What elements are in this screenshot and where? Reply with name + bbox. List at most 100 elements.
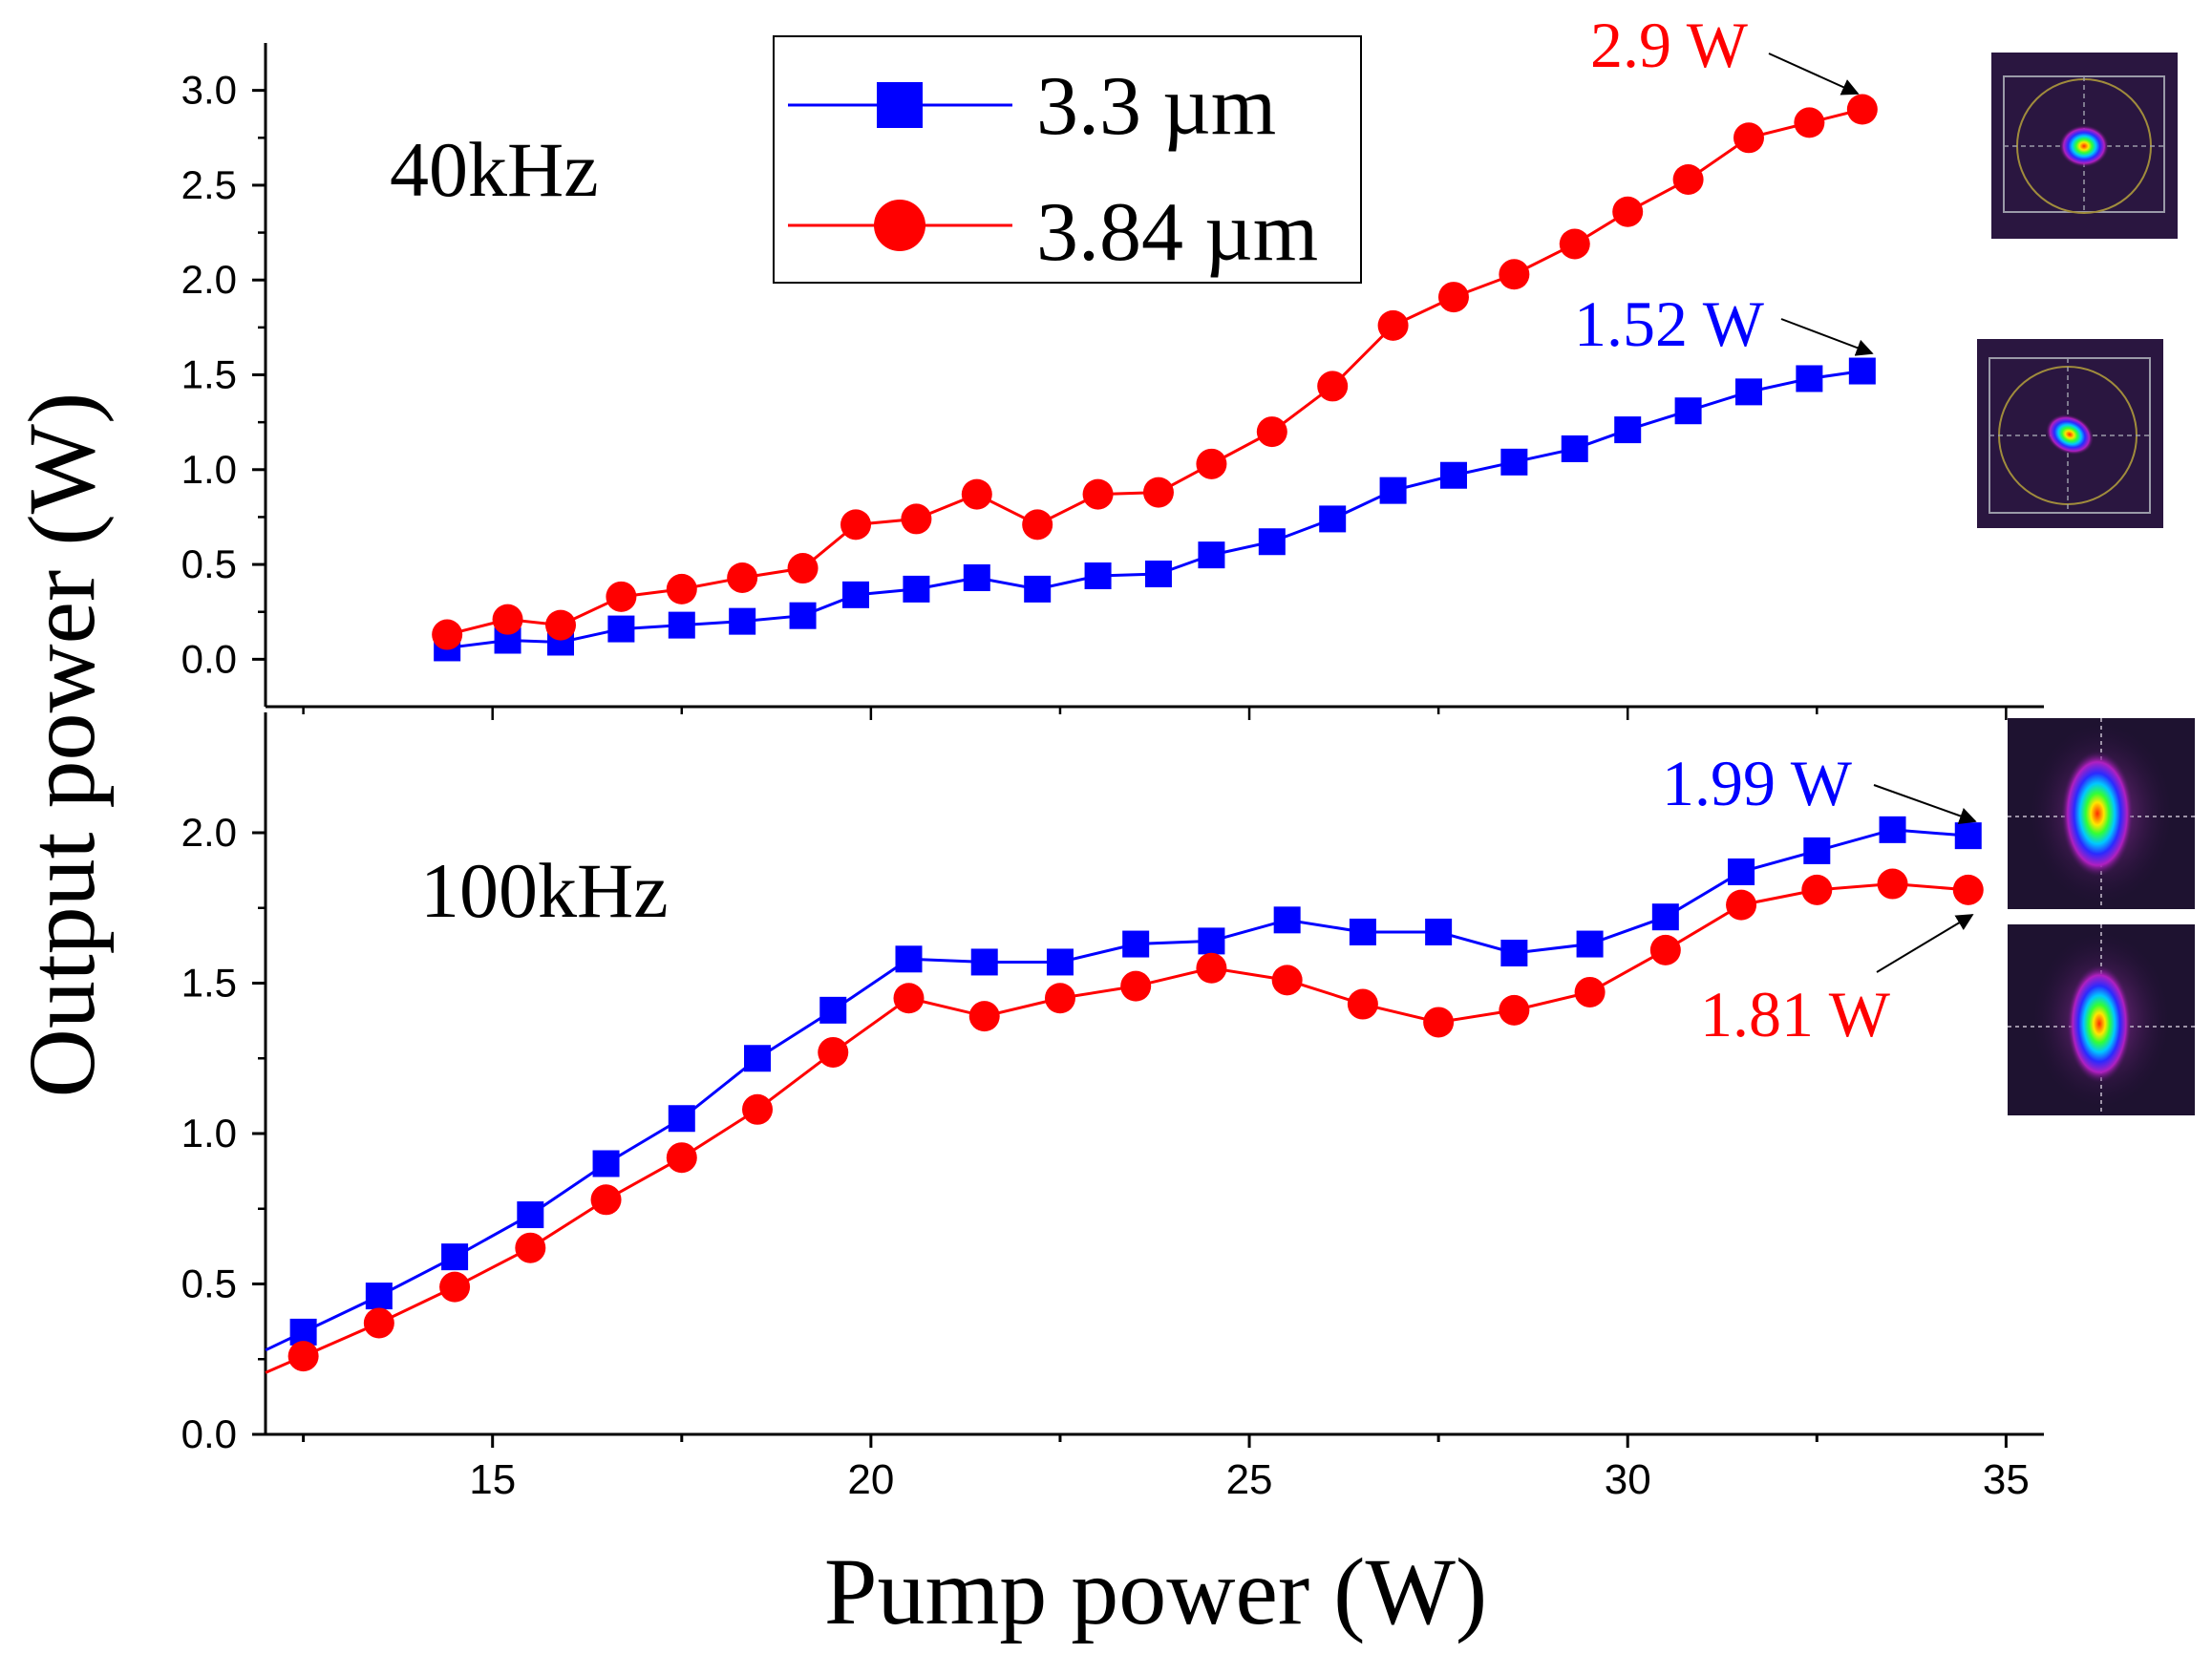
bottom-point-3.3um <box>819 996 847 1024</box>
bottom-point-3.84um <box>666 1142 697 1174</box>
bottom-point-3.84um <box>590 1184 622 1216</box>
top-point-3.84um <box>432 619 463 650</box>
bottom-series-3.3um <box>265 816 1982 1352</box>
top-point-3.3um <box>607 615 635 643</box>
beam-profile-100khz-3.84um <box>2008 924 2195 1115</box>
bottom-point-3.84um <box>1952 874 1984 905</box>
annotation-1.52w-arrow <box>1780 318 1874 356</box>
top-point-3.84um <box>1612 196 1644 227</box>
top-point-3.3um <box>1674 397 1702 425</box>
bottom-point-3.3um <box>592 1150 620 1177</box>
bottom-point-3.84um <box>1499 994 1530 1026</box>
bottom-point-3.84um <box>1423 1007 1455 1038</box>
top-point-3.84um <box>1317 371 1349 402</box>
beam-profile-40khz-3.84um <box>1991 53 2178 239</box>
bottom-point-3.3um <box>895 945 923 973</box>
annotation-1.81w-arrow <box>1876 914 1974 973</box>
bottom-series-3.84um <box>265 868 1984 1374</box>
bottom-point-3.84um <box>1726 889 1757 921</box>
top-point-3.84um <box>1672 163 1704 195</box>
bottom-line-3.84um <box>265 882 1968 1374</box>
top-point-3.3um <box>1379 477 1407 504</box>
top-ytick-label: 0.0 <box>181 636 237 681</box>
bottom-point-3.3um <box>744 1045 772 1072</box>
bottom-point-3.3um <box>517 1201 544 1229</box>
annotation-1.99w-arrow <box>1873 784 1977 825</box>
top-point-3.84um <box>901 503 932 535</box>
top-point-3.3um <box>729 607 756 635</box>
bottom-point-3.3um <box>1122 930 1150 958</box>
top-ytick-label: 2.5 <box>181 162 237 207</box>
legend: 3.3 µm 3.84 µm <box>773 35 1362 284</box>
legend-label-3.3um: 3.3 µm <box>1036 60 1276 153</box>
annotation-1.81w: 1.81 W <box>1700 978 1891 1050</box>
top-point-3.3um <box>1198 541 1225 569</box>
top-point-3.84um <box>545 609 577 641</box>
bottom-point-3.84um <box>439 1271 471 1303</box>
top-series-3.84um <box>432 94 1878 650</box>
bottom-point-3.3um <box>970 948 998 976</box>
top-series-3.3um <box>434 357 1876 662</box>
top-point-3.3um <box>1614 416 1642 444</box>
bottom-point-3.3um <box>1728 858 1755 885</box>
top-point-3.84um <box>1022 509 1053 541</box>
top-point-3.84um <box>1142 477 1174 508</box>
bottom-ytick-label: 0.0 <box>181 1411 237 1456</box>
bottom-point-3.84um <box>742 1093 774 1125</box>
bottom-point-3.3um <box>1576 930 1604 958</box>
legend-label-3.84um: 3.84 µm <box>1036 186 1318 279</box>
top-point-3.84um <box>1794 107 1825 138</box>
top-point-3.3um <box>668 611 695 639</box>
bottom-point-3.84um <box>893 983 925 1014</box>
top-point-3.3um <box>963 563 990 591</box>
top-point-3.3um <box>1734 378 1762 406</box>
bottom-point-3.3um <box>365 1283 393 1310</box>
top-line-3.3um <box>446 370 1863 649</box>
bottom-point-3.3um <box>1879 816 1906 843</box>
top-point-3.84um <box>840 509 872 541</box>
annotation-1.52w: 1.52 W <box>1574 287 1765 360</box>
bottom-point-3.84um <box>1196 952 1227 984</box>
bottom-point-3.84um <box>515 1232 546 1263</box>
bottom-point-3.84um <box>818 1036 849 1068</box>
bottom-point-3.3um <box>1803 837 1831 864</box>
top-point-3.3um <box>1258 528 1286 556</box>
top-point-3.84um <box>1499 259 1530 290</box>
top-point-3.3um <box>1144 561 1172 587</box>
bottom-point-3.3um <box>1046 948 1074 976</box>
axis-tick-labels: 0.0 0.5 1.0 1.5 2.0 2.5 3.0 0.0 0.5 1.0 1.5 2.0 15 20… <box>181 68 2030 1503</box>
bottom-xtick-label: 35 <box>1983 1456 2030 1503</box>
annotation-1.99w: 1.99 W <box>1662 747 1853 819</box>
bottom-point-3.84um <box>1801 874 1833 905</box>
top-point-3.84um <box>666 573 697 604</box>
top-point-3.84um <box>606 581 637 612</box>
annotation-2.9w-arrow <box>1768 53 1860 95</box>
bottom-point-3.3um <box>1954 822 1982 850</box>
panel-label-100khz: 100kHz <box>420 847 669 934</box>
bottom-point-3.3um <box>1500 940 1528 966</box>
top-point-3.3um <box>1796 365 1823 392</box>
bottom-point-3.84um <box>1271 965 1303 996</box>
top-point-3.3um <box>1084 562 1112 589</box>
top-point-3.84um <box>1196 448 1227 479</box>
bottom-ytick-label: 1.5 <box>181 961 237 1006</box>
top-point-3.3um <box>1561 435 1588 462</box>
top-point-3.84um <box>787 553 819 584</box>
panel-label-40khz: 40kHz <box>390 126 599 213</box>
bottom-xtick-label: 20 <box>847 1456 894 1503</box>
top-point-3.84um <box>1437 282 1469 313</box>
annotation-2.9w: 2.9 W <box>1590 9 1749 81</box>
top-point-3.84um <box>1377 309 1409 341</box>
bottom-point-3.84um <box>1877 868 1908 900</box>
legend-box <box>773 35 1362 284</box>
top-point-3.84um <box>1846 94 1878 125</box>
top-point-3.3um <box>789 602 817 629</box>
top-point-3.84um <box>961 478 992 510</box>
bottom-point-3.3um <box>1651 903 1679 931</box>
bottom-xtick-label: 30 <box>1605 1456 1651 1503</box>
bottom-point-3.84um <box>968 1001 1000 1032</box>
bottom-panel-axes <box>264 712 2044 1436</box>
bottom-point-3.84um <box>1574 976 1606 1007</box>
bottom-point-3.84um <box>287 1341 319 1372</box>
top-point-3.84um <box>1733 122 1764 154</box>
